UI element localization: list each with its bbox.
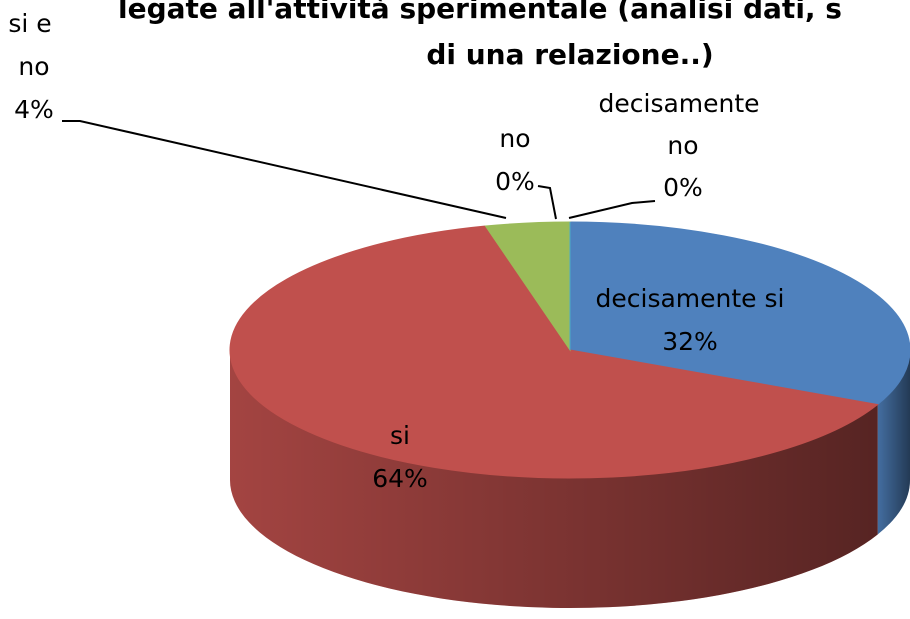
slice: [569, 221, 910, 406]
slice-label: si e no: [8, 9, 59, 81]
slice: [229, 225, 879, 479]
value-label: 64%: [372, 464, 428, 493]
value-label: 4%: [14, 95, 54, 124]
slice-label: si: [390, 421, 410, 450]
slice-label: decisamente no: [599, 89, 768, 160]
value-label: 32%: [662, 327, 718, 356]
slice-label: no: [499, 124, 530, 153]
value-label: 0%: [663, 173, 703, 202]
leader-line: [62, 120, 507, 219]
labels: decisamente si 32% si 64% si e no 4% no 0% decis…: [8, 9, 784, 493]
chart-title: di una relazione..): [426, 38, 713, 71]
pie: [229, 221, 910, 608]
leader-line: [537, 185, 557, 220]
slice-side-shade: [230, 350, 878, 608]
chart-title: legate all'attività sperimentale (analis…: [118, 0, 842, 25]
leader-line: [568, 200, 656, 219]
slice-side-shade: [877, 350, 910, 535]
value-label: 0%: [495, 167, 535, 196]
slice-label: decisamente si: [596, 284, 785, 313]
